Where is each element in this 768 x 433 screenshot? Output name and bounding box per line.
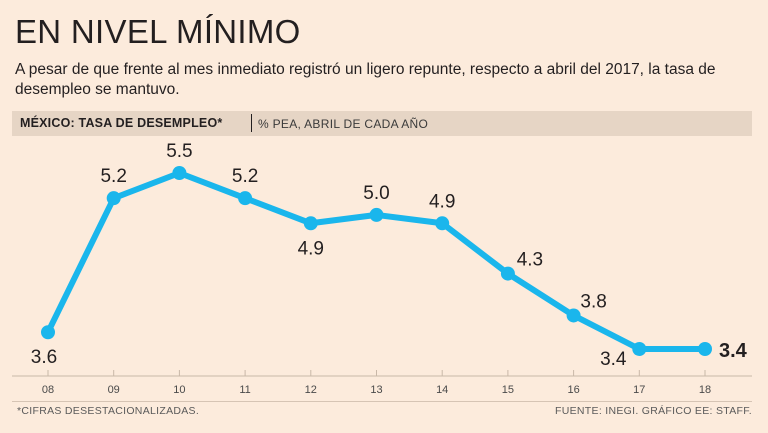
data-point-11 bbox=[238, 191, 253, 206]
x-tick-label-09: 09 bbox=[108, 384, 120, 396]
data-point-12 bbox=[303, 216, 318, 231]
x-tick-label-18: 18 bbox=[699, 384, 711, 396]
x-tick-label-11: 11 bbox=[239, 384, 250, 396]
data-point-17 bbox=[632, 342, 647, 356]
data-point-14 bbox=[435, 216, 450, 231]
data-points bbox=[41, 166, 712, 356]
x-tick-label-16: 16 bbox=[567, 384, 579, 396]
x-tick-label-08: 08 bbox=[42, 384, 54, 396]
footer-divider bbox=[12, 401, 752, 402]
band-separator bbox=[251, 114, 252, 132]
data-point-10 bbox=[172, 166, 187, 180]
x-tick-label-15: 15 bbox=[502, 384, 514, 396]
chart-subtitle: A pesar de que frente al mes inmediato r… bbox=[15, 61, 716, 98]
footnote: *CIFRAS DESESTACIONALIZADAS. bbox=[17, 405, 200, 417]
data-label-08: 3.6 bbox=[31, 347, 57, 368]
data-label-16: 3.8 bbox=[580, 291, 606, 312]
chart-header-band: MÉXICO: TASA DE DESEMPLEO* % PEA, ABRIL … bbox=[12, 111, 752, 136]
data-label-17: 3.4 bbox=[600, 349, 627, 370]
data-label-12: 4.9 bbox=[298, 238, 324, 259]
data-point-08 bbox=[41, 325, 55, 340]
data-point-15 bbox=[500, 266, 515, 281]
data-point-18 bbox=[698, 342, 712, 356]
data-label-13: 5.0 bbox=[363, 183, 389, 204]
data-labels: 3.6 5.2 5.5 5.2 4.9 5.0 4.9 4.3 3.8 3.4 3.4 bbox=[31, 141, 748, 370]
x-tick-label-14: 14 bbox=[436, 384, 448, 396]
data-point-16 bbox=[566, 308, 581, 323]
x-axis-ticks bbox=[47, 370, 706, 376]
x-axis-tick-labels: 08 09 10 11 12 13 14 15 16 17 18 bbox=[42, 384, 711, 396]
chart-title: EN NIVEL MÍNIMO bbox=[15, 13, 301, 50]
x-tick-label-12: 12 bbox=[305, 384, 317, 396]
data-label-15: 4.3 bbox=[517, 250, 543, 271]
source-credit: FUENTE: INEGI. GRÁFICO EE: STAFF. bbox=[555, 405, 752, 417]
x-tick-label-13: 13 bbox=[370, 384, 382, 396]
data-label-11: 5.2 bbox=[232, 166, 258, 187]
x-tick-label-10: 10 bbox=[173, 384, 185, 396]
data-label-10: 5.5 bbox=[166, 141, 192, 162]
data-label-09: 5.2 bbox=[100, 166, 126, 187]
x-tick-label-17: 17 bbox=[633, 384, 645, 396]
data-point-09 bbox=[106, 191, 121, 206]
band-title: MÉXICO: TASA DE DESEMPLEO* bbox=[20, 116, 223, 130]
band-unit: % PEA, ABRIL DE CADA AÑO bbox=[258, 117, 429, 131]
data-point-13 bbox=[369, 207, 384, 222]
data-label-18: 3.4 bbox=[719, 340, 748, 362]
data-label-14: 4.9 bbox=[429, 191, 455, 212]
